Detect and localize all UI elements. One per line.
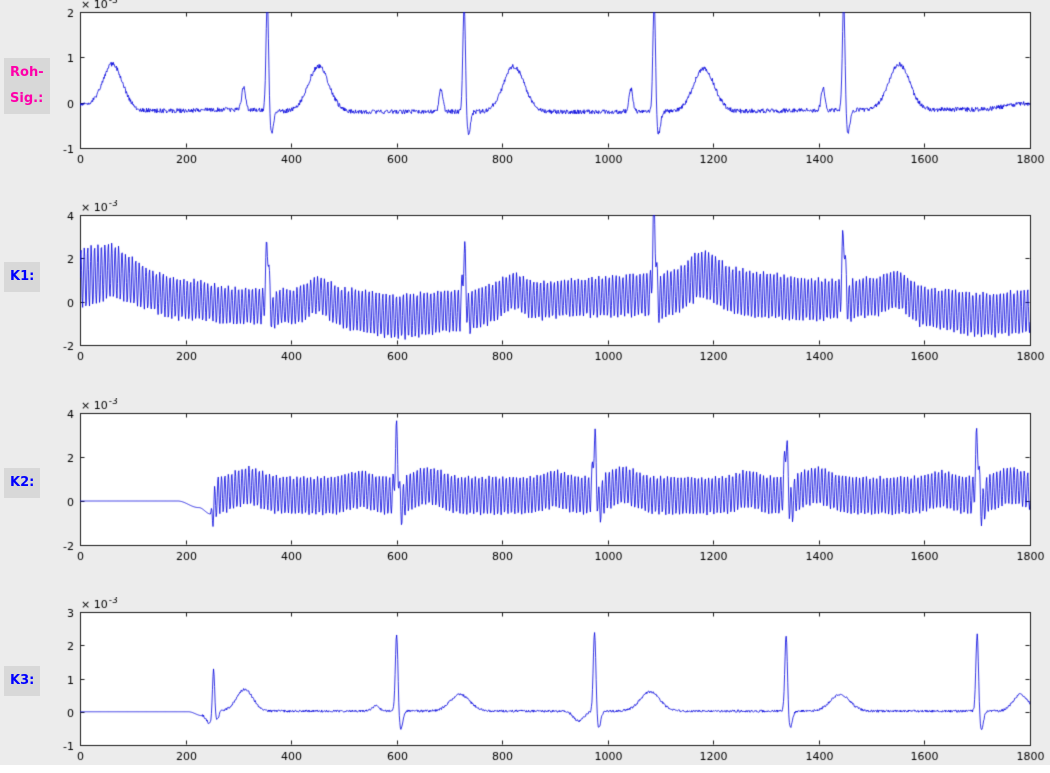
subplot-k2 xyxy=(0,398,1050,569)
subplot-roh-signal xyxy=(0,0,1050,172)
signal-label-k2: K2: xyxy=(4,468,41,498)
signal-label-line: K2: xyxy=(10,475,35,490)
plot-canvas-k3 xyxy=(0,597,1050,769)
signal-label-roh-sig: Roh- Sig.: xyxy=(4,58,50,114)
signal-label-line: K1: xyxy=(10,269,35,284)
signal-label-line: K3: xyxy=(10,673,35,688)
window-bottom-strip xyxy=(0,765,1050,773)
signal-label-k1: K1: xyxy=(4,262,41,292)
signal-label-line: Roh- xyxy=(10,65,44,80)
signal-label-k3: K3: xyxy=(4,666,41,696)
plot-canvas-k2 xyxy=(0,398,1050,569)
plot-canvas-roh-signal xyxy=(0,0,1050,172)
subplot-k1 xyxy=(0,200,1050,369)
signal-label-line: Sig.: xyxy=(10,91,44,106)
subplot-k3 xyxy=(0,597,1050,769)
plot-canvas-k1 xyxy=(0,200,1050,369)
